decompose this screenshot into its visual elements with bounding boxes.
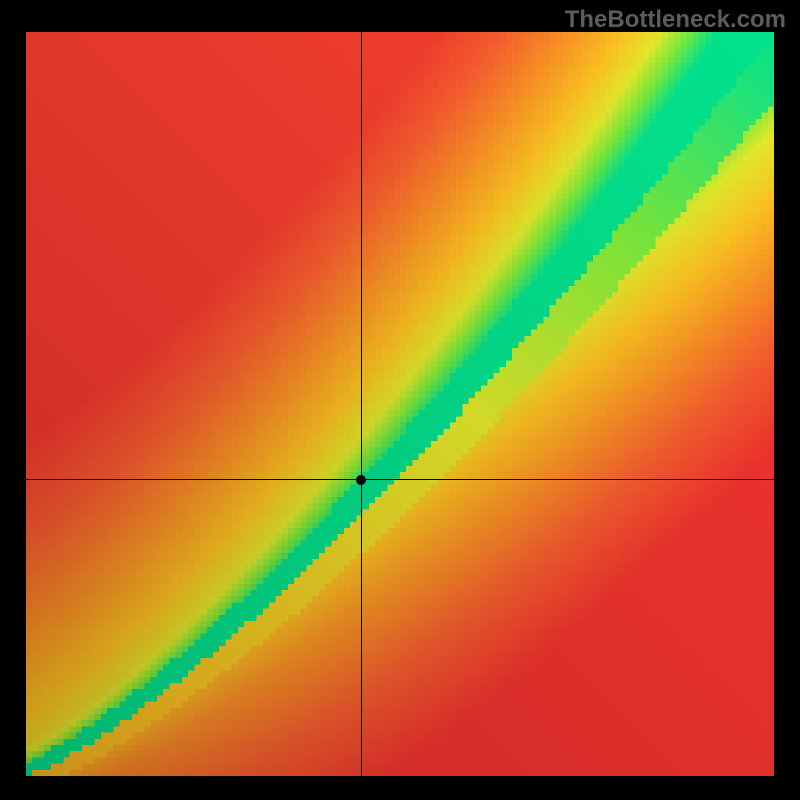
chart-container: TheBottleneck.com [0,0,800,800]
selection-marker [356,475,366,485]
crosshair-horizontal [26,479,774,480]
crosshair-vertical [361,32,362,776]
watermark-text: TheBottleneck.com [565,6,786,34]
bottleneck-heatmap [26,32,774,776]
